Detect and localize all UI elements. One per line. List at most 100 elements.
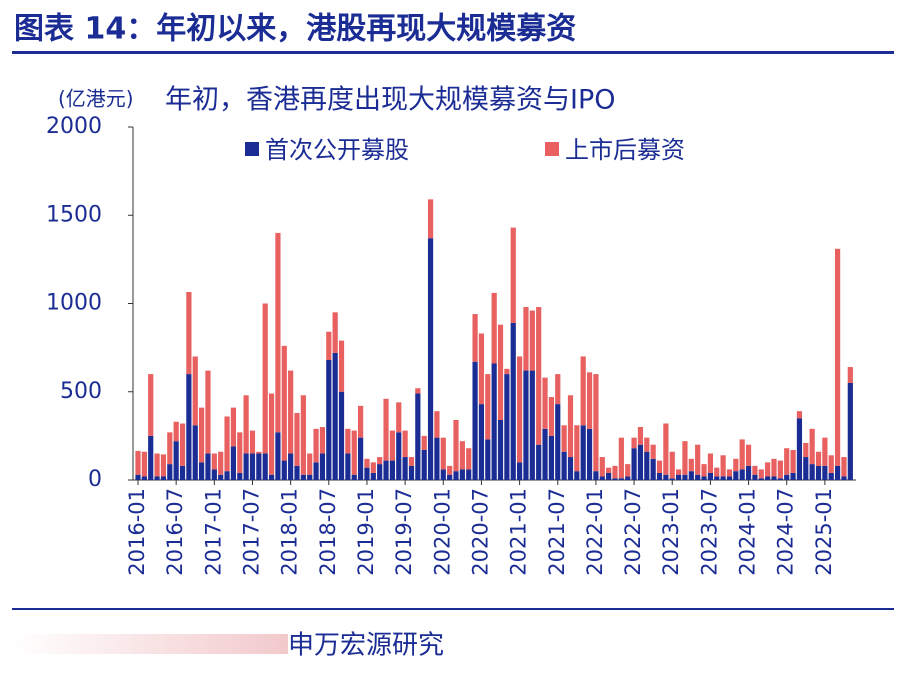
bar-segment xyxy=(179,423,186,466)
bar-segment xyxy=(784,474,790,480)
bar-segment xyxy=(186,292,192,375)
bar-segment xyxy=(803,442,809,458)
bar-segment xyxy=(313,462,319,480)
bar-segment xyxy=(599,457,605,477)
bar-segment xyxy=(421,449,427,480)
bar-segment xyxy=(739,469,745,480)
bar-segment xyxy=(720,455,726,477)
bar-segment xyxy=(758,469,764,479)
bar-segment xyxy=(758,478,764,480)
bar-segment xyxy=(440,437,446,470)
bar-segment xyxy=(307,453,313,475)
bar-segment xyxy=(211,469,217,480)
bar-segment xyxy=(427,199,434,239)
bar-segment xyxy=(510,227,516,323)
bar-segment xyxy=(402,457,408,480)
bar-segment xyxy=(167,432,173,465)
bar-segment xyxy=(447,474,453,480)
footer-rule xyxy=(12,608,894,610)
bar-segment xyxy=(383,398,389,461)
bar-segment xyxy=(179,465,186,480)
bar-segment xyxy=(319,427,326,454)
bar-segment xyxy=(574,471,580,480)
bar-segment xyxy=(815,465,822,480)
bar-segment xyxy=(809,464,815,480)
bar-segment xyxy=(326,331,332,360)
bar-segment xyxy=(637,427,644,445)
bar-segment xyxy=(262,453,268,480)
x-tick-label: 2016-01 xyxy=(125,488,149,576)
bar-segment xyxy=(281,460,287,480)
bar-segment xyxy=(542,377,548,429)
bar-segment xyxy=(586,428,593,480)
bar-segment xyxy=(593,374,599,472)
bar-segment xyxy=(224,471,230,480)
bar-segment xyxy=(402,430,408,458)
bar-segment xyxy=(606,472,612,480)
bar-segment xyxy=(415,388,421,394)
bar-segment xyxy=(249,430,256,454)
y-tick-label: 0 xyxy=(88,467,102,492)
bar-segment xyxy=(669,478,675,480)
bar-segment xyxy=(815,451,822,466)
bar-segment xyxy=(739,439,745,470)
bar-segment xyxy=(307,474,313,480)
y-unit: (亿港元) xyxy=(58,87,134,111)
bar-segment xyxy=(676,474,682,480)
bar-segment xyxy=(733,471,739,480)
bar-segment xyxy=(650,444,656,459)
bar-segment xyxy=(491,292,497,364)
bar-segment xyxy=(141,476,147,480)
bar-segment xyxy=(135,474,141,480)
bar-segment xyxy=(548,397,554,436)
bar-segment xyxy=(319,453,326,480)
x-tick-label: 2019-01 xyxy=(354,488,378,576)
bar-segment xyxy=(752,474,758,480)
bar-segment xyxy=(688,471,694,480)
bar-segment xyxy=(141,451,147,477)
bar-segment xyxy=(777,478,783,480)
bar-segment xyxy=(281,345,287,461)
bar-segment xyxy=(459,441,465,470)
bar-segment xyxy=(676,469,682,475)
bar-segment xyxy=(688,458,694,472)
chart-title: 年初，香港再度出现大规模募资与IPO xyxy=(165,85,616,116)
bar-segment xyxy=(504,374,510,480)
bar-segment xyxy=(726,469,733,477)
page-title: 图表 14：年初以来，港股再现大规模募资 xyxy=(14,12,576,47)
bar-segment xyxy=(612,465,618,479)
bar-segment xyxy=(542,428,548,480)
bar-segment xyxy=(415,393,421,480)
bar-segment xyxy=(586,372,593,429)
x-tick-label: 2024-01 xyxy=(736,488,760,576)
bar-segment xyxy=(154,476,160,480)
y-tick-label: 1500 xyxy=(46,202,102,227)
bar-segment xyxy=(358,437,364,480)
bar-segment xyxy=(714,467,720,477)
bar-segment xyxy=(478,333,485,405)
bar-segment xyxy=(148,374,154,436)
bar-segment xyxy=(218,474,224,480)
bar-segment xyxy=(618,437,624,479)
x-tick-label: 2025-01 xyxy=(812,488,836,576)
bar-segment xyxy=(663,474,669,480)
bar-segment xyxy=(765,462,771,477)
bar-segment xyxy=(765,476,771,480)
bar-segment xyxy=(345,453,351,480)
bar-segment xyxy=(599,476,605,480)
bar-segment xyxy=(752,465,758,475)
bar-segment xyxy=(370,462,376,473)
bar-segment xyxy=(682,441,688,475)
x-tick-label: 2022-01 xyxy=(583,488,607,576)
bar-segment xyxy=(377,457,383,465)
bar-segment xyxy=(370,472,376,480)
bar-segment xyxy=(822,437,828,466)
bar-segment xyxy=(695,444,701,475)
bar-segment xyxy=(497,419,504,480)
bar-segment xyxy=(841,476,847,480)
bar-segment xyxy=(230,446,236,480)
bar-segment xyxy=(612,478,618,480)
bar-segment xyxy=(332,312,338,353)
bar-segment xyxy=(574,425,580,472)
